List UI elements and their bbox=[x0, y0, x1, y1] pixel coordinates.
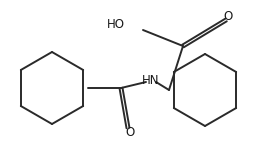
Text: O: O bbox=[125, 127, 135, 140]
Text: O: O bbox=[223, 10, 233, 22]
Text: HO: HO bbox=[107, 19, 125, 32]
Text: HN: HN bbox=[142, 74, 160, 87]
